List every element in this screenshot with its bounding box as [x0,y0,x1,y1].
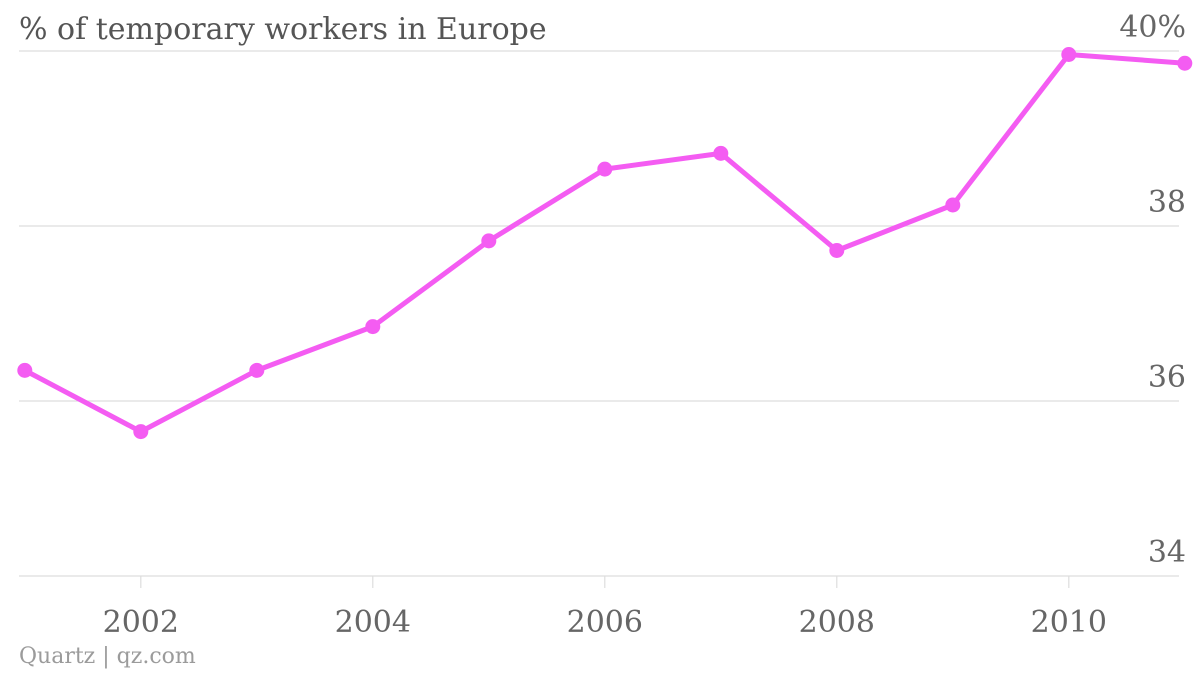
data-point [1177,55,1193,71]
data-point [365,319,381,335]
y-tick-label: 36 [1148,360,1186,395]
data-point [597,161,613,177]
data-point [945,197,961,213]
data-point [713,145,729,161]
series-line [22,52,1188,435]
data-point [249,362,265,378]
data-point [17,362,33,378]
x-axis: 2002 2004 2006 2008 2010 [103,576,1107,640]
data-point [829,243,845,258]
series-layer [17,47,1193,440]
y-tick-label: 40% [1119,10,1186,45]
y-axis: 34 36 38 40% [1119,10,1186,570]
source-credit: Quartz | qz.com [19,644,196,669]
gridlines [19,50,1179,577]
data-point [133,424,149,440]
x-tick-label: 2004 [335,605,411,640]
x-tick-label: 2010 [1031,605,1107,640]
data-point [1061,47,1077,62]
x-tick-label: 2002 [103,605,179,640]
y-tick-label: 34 [1148,535,1186,570]
x-tick-label: 2006 [567,605,643,640]
chart-title: % of temporary workers in Europe [19,12,547,47]
y-tick-label: 38 [1148,185,1186,220]
data-point [481,233,497,249]
x-tick-label: 2008 [799,605,875,640]
